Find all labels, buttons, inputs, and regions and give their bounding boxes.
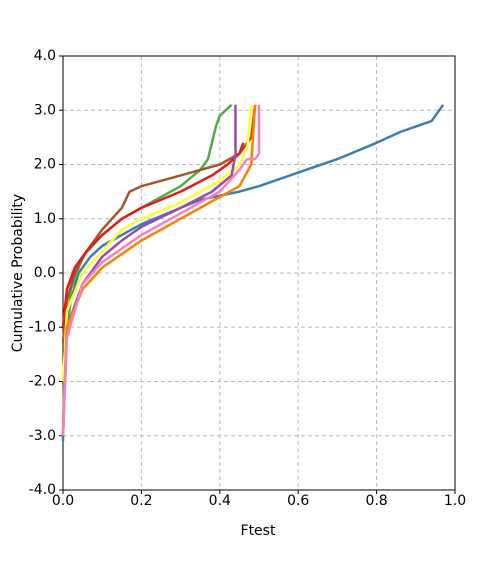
x-axis-label: Ftest	[241, 523, 276, 539]
y-tick-label: 3.0	[34, 102, 56, 118]
series-line	[61, 104, 253, 382]
y-tick-label: 1.0	[34, 211, 56, 227]
y-tick-label: 4.0	[34, 48, 56, 64]
x-tick-label: 0.2	[130, 493, 152, 509]
y-tick-label: -4.0	[29, 482, 56, 498]
x-tick-label: 0.4	[209, 493, 231, 509]
x-tick-label: 0.0	[52, 493, 74, 509]
plot-frame	[62, 55, 456, 491]
y-tick-label: -2.0	[29, 374, 56, 390]
series-line	[61, 142, 245, 328]
y-tick-label: 0.0	[34, 265, 56, 281]
x-tick-label: 0.6	[287, 493, 309, 509]
y-tick-label: 2.0	[34, 157, 56, 173]
series-line	[61, 104, 261, 436]
x-tick-label: 1.0	[444, 493, 466, 509]
y-tick-label: -3.0	[29, 428, 56, 444]
x-tick-label: 0.8	[365, 493, 387, 509]
y-tick-label: -1.0	[29, 319, 56, 335]
y-axis-label: Cumulative Probability	[10, 194, 26, 352]
